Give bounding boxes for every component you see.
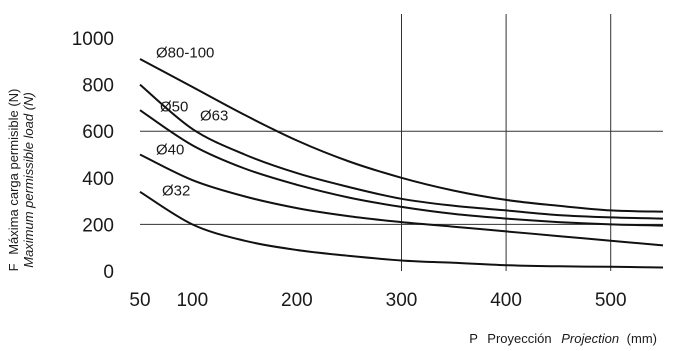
x-axis-prefix: P: [469, 331, 477, 346]
x-tick-label: 200: [281, 290, 313, 311]
y-tick-label: 200: [82, 215, 114, 236]
x-tick-label: 100: [176, 290, 208, 311]
x-tick-label: 500: [595, 290, 627, 311]
y-tick-label: 0: [103, 262, 114, 283]
x-tick-label: 300: [386, 290, 418, 311]
y-tick-label: 1000: [72, 29, 114, 50]
series-line-2: [139, 109, 664, 227]
series-line-3: [139, 153, 664, 247]
series-label-4: Ø32: [162, 183, 190, 200]
x-tick-label: 50: [129, 290, 150, 311]
series-labels: Ø80-100 Ø63 Ø50 Ø40 Ø32: [156, 45, 228, 200]
series-lines: [139, 58, 664, 269]
series-label-2: Ø50: [160, 99, 188, 116]
y-axis-title: F Máxima carga permisible (N) Maximum pe…: [6, 89, 36, 272]
y-tick-label: 800: [82, 76, 114, 97]
series-label-1: Ø63: [200, 108, 228, 125]
x-tick-labels: 50 100 200 300 400 500: [129, 290, 626, 311]
y-axis-prefix: F: [6, 263, 21, 271]
x-axis-unit: (mm): [627, 331, 657, 346]
y-tick-labels: 0 200 400 600 800 1000: [72, 29, 114, 283]
x-axis-title-es: Proyección: [487, 331, 551, 346]
x-axis-title-en: Projection: [561, 331, 619, 346]
y-axis-title-es: Máxima carga permisible (N): [6, 89, 21, 255]
y-axis-title-en: Maximum permissible load (N): [21, 92, 36, 268]
y-tick-label: 400: [82, 169, 114, 190]
x-tick-label: 400: [490, 290, 522, 311]
series-line-1: [139, 83, 664, 220]
series-line-0: [139, 58, 664, 213]
series-label-3: Ø40: [156, 141, 184, 158]
x-axis-title: P Proyección Projection (mm): [469, 331, 657, 346]
grid-lines: [140, 14, 663, 271]
series-line-4: [139, 190, 664, 269]
y-tick-label: 600: [82, 122, 114, 143]
svg-text:F Máxima carga permisibl: F Máxima carga permisible (N): [6, 89, 21, 272]
series-label-0: Ø80-100: [156, 45, 214, 62]
